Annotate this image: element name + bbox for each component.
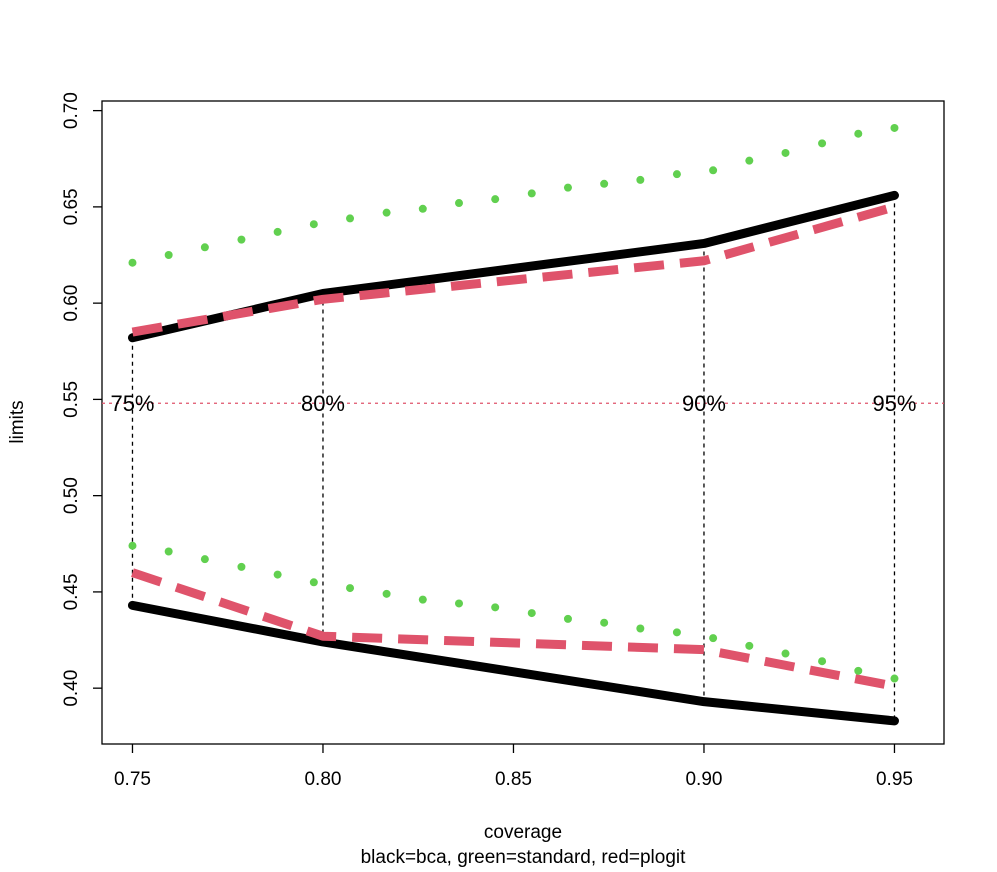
- point: [346, 214, 355, 223]
- annotation: 90%: [682, 391, 726, 416]
- series-line: [127, 600, 899, 726]
- point: [745, 156, 754, 165]
- annotation: 75%: [110, 391, 154, 416]
- point: [636, 175, 645, 184]
- point: [200, 243, 209, 252]
- x-tick-label: 0.95: [876, 769, 913, 790]
- x-tick-label: 0.90: [685, 769, 722, 790]
- point: [527, 609, 536, 618]
- point: [781, 649, 790, 658]
- point: [818, 657, 827, 666]
- y-tick-label: 0.70: [61, 92, 82, 129]
- y-tick-label: 0.65: [61, 188, 82, 225]
- annotation: 95%: [872, 391, 916, 416]
- point: [309, 220, 318, 229]
- point: [128, 541, 137, 550]
- point: [346, 584, 355, 593]
- point: [309, 578, 318, 587]
- point: [672, 170, 681, 179]
- point: [672, 628, 681, 637]
- series-line: [131, 202, 896, 337]
- y-tick-label: 0.55: [61, 381, 82, 418]
- y-tick-label: 0.60: [61, 285, 82, 322]
- annotation: 80%: [301, 391, 345, 416]
- point: [890, 674, 899, 683]
- subtitle: black=bca, green=standard, red=plogit: [361, 847, 687, 868]
- point: [237, 235, 246, 244]
- x-tick-label: 0.80: [304, 769, 341, 790]
- point: [418, 204, 427, 213]
- point: [818, 139, 827, 148]
- point: [854, 129, 863, 138]
- point: [128, 258, 137, 267]
- point: [382, 208, 391, 217]
- y-tick-label: 0.50: [61, 477, 82, 514]
- x-tick-label: 0.75: [114, 769, 151, 790]
- point: [636, 624, 645, 633]
- y-axis-label: limits: [7, 400, 28, 443]
- point: [273, 227, 282, 236]
- point: [709, 634, 718, 643]
- point: [491, 603, 500, 612]
- plot-frame: [101, 100, 945, 745]
- point: [854, 666, 863, 675]
- y-tick-label: 0.40: [61, 670, 82, 707]
- point: [200, 555, 209, 564]
- point: [709, 166, 718, 175]
- point: [382, 589, 391, 598]
- point: [745, 641, 754, 650]
- point: [237, 562, 246, 571]
- x-axis-label: coverage: [484, 822, 562, 843]
- point: [454, 599, 463, 608]
- point: [600, 179, 609, 188]
- y-tick-label: 0.45: [61, 573, 82, 610]
- point: [164, 547, 173, 556]
- point: [454, 199, 463, 208]
- point: [890, 123, 899, 132]
- point: [563, 183, 572, 192]
- x-tick-label: 0.85: [495, 769, 532, 790]
- point: [273, 570, 282, 579]
- point: [600, 618, 609, 627]
- point: [491, 195, 500, 204]
- point: [418, 595, 427, 604]
- series-line: [131, 568, 896, 691]
- point: [781, 148, 790, 157]
- point: [563, 614, 572, 623]
- point: [527, 189, 536, 198]
- point: [164, 251, 173, 260]
